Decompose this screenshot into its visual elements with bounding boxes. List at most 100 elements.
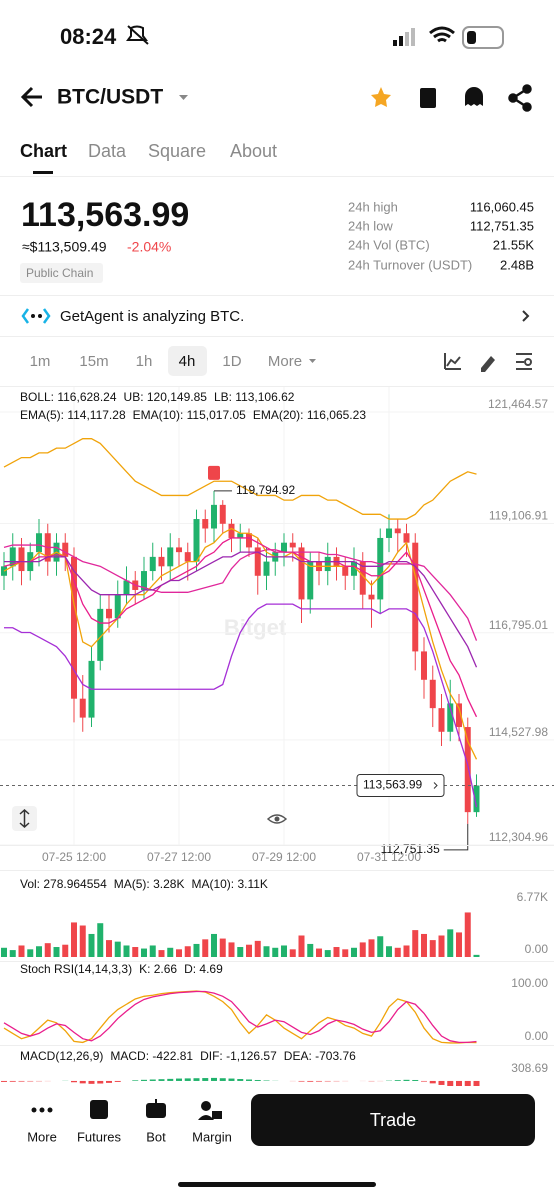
- notes-icon[interactable]: [420, 88, 436, 108]
- bar: [464, 912, 471, 957]
- legend-entry: EMA(10): 115,017.05: [133, 408, 247, 422]
- candle-body: [263, 561, 270, 576]
- indicator-icon[interactable]: [444, 353, 461, 370]
- eye-icon: [274, 816, 280, 822]
- candle-body: [176, 547, 182, 553]
- bar: [403, 1079, 410, 1081]
- bar: [447, 1080, 454, 1087]
- nav-item[interactable]: Bot: [146, 1129, 166, 1144]
- legend-entry: UB: 120,149.85: [124, 390, 208, 404]
- legend-entry: BOLL: 116,628.24: [20, 390, 117, 404]
- bar: [219, 938, 226, 957]
- bar: [211, 933, 217, 957]
- nav-item[interactable]: Margin: [192, 1129, 232, 1144]
- bar: [202, 939, 209, 957]
- bar: [464, 1080, 471, 1088]
- candle-body: [351, 561, 357, 576]
- y-tick-label: 0.00: [525, 942, 549, 956]
- battery: [462, 26, 504, 49]
- tab[interactable]: Data: [88, 141, 127, 161]
- divider: [0, 386, 554, 387]
- interval[interactable]: 1h: [136, 353, 153, 370]
- candle-body: [97, 608, 104, 661]
- clock: 08:24: [60, 24, 117, 49]
- divider: [0, 870, 554, 871]
- interval[interactable]: 1m: [30, 353, 51, 370]
- candle-body: [324, 556, 331, 572]
- candle-body: [438, 708, 445, 732]
- bar: [219, 1078, 226, 1081]
- bar: [193, 1078, 200, 1081]
- interval[interactable]: 4h: [179, 353, 196, 370]
- divider: [0, 1045, 554, 1046]
- bar: [18, 945, 25, 957]
- divider: [0, 961, 554, 962]
- y-tick-label: 308.69: [511, 1061, 548, 1075]
- interval[interactable]: 1D: [222, 353, 241, 370]
- bar: [44, 943, 51, 957]
- bar: [158, 950, 165, 957]
- candle-body: [394, 528, 401, 534]
- y-tick-label: 112,304.96: [489, 830, 548, 844]
- y-tick-label: 119,106.91: [489, 509, 548, 523]
- bar: [246, 944, 252, 957]
- last-price: 113,563.99: [21, 196, 189, 234]
- trade-button[interactable]: [251, 1094, 535, 1146]
- stat-label: 24h high: [348, 199, 398, 214]
- candle-body: [403, 533, 410, 543]
- tab[interactable]: Square: [148, 141, 206, 161]
- back-button[interactable]: [20, 86, 42, 108]
- settings-icon[interactable]: [524, 358, 532, 366]
- nav-item[interactable]: More: [27, 1129, 57, 1144]
- candle-body: [62, 542, 69, 557]
- tab[interactable]: Chart: [20, 141, 67, 161]
- candle-body: [464, 727, 471, 813]
- bar: [184, 1078, 191, 1081]
- bar: [176, 1078, 182, 1081]
- bar: [167, 1078, 174, 1081]
- legend-entry: Stoch RSI(14,14,3,3): [20, 962, 132, 976]
- divider: [0, 295, 554, 296]
- bar: [386, 946, 392, 957]
- stat-label: 24h low: [348, 218, 393, 233]
- legend-entry: Vol: 278.964554: [20, 877, 107, 891]
- more-caret[interactable]: [309, 359, 316, 363]
- interval[interactable]: 15m: [79, 353, 108, 370]
- candle-body: [149, 556, 156, 572]
- agent-icon[interactable]: [465, 87, 483, 106]
- share[interactable]: [508, 84, 532, 112]
- bar: [254, 940, 261, 957]
- favorite[interactable]: [371, 87, 391, 107]
- bar: [88, 1080, 95, 1084]
- stat-value: 21.55K: [493, 237, 535, 252]
- legend-entry: MACD(12,26,9): [20, 1049, 103, 1063]
- agent-banner[interactable]: GetAgent is analyzing BTC.: [21, 308, 530, 325]
- candle-body: [377, 537, 384, 600]
- settings-icon[interactable]: [516, 353, 532, 370]
- bar: [281, 945, 287, 957]
- tab-indicator: [33, 171, 53, 174]
- bar: [114, 1080, 121, 1082]
- pair-caret[interactable]: [179, 95, 188, 100]
- pair-title[interactable]: BTC/USDT: [57, 86, 163, 109]
- trade-label[interactable]: Trade: [370, 1110, 416, 1130]
- bar: [106, 1080, 112, 1083]
- bar: [202, 1078, 209, 1081]
- interval[interactable]: More: [268, 353, 302, 370]
- bar: [298, 935, 305, 957]
- draw-icon[interactable]: [481, 356, 495, 372]
- stats: 24h high 116,060.45 24h low 112,751.35 2…: [348, 199, 534, 272]
- bar: [9, 1080, 16, 1082]
- bar: [167, 947, 174, 957]
- agent-text: GetAgent is analyzing BTC.: [60, 308, 244, 325]
- eye-icon[interactable]: [266, 814, 288, 824]
- bar: [71, 1080, 77, 1083]
- home-indicator: [178, 1182, 376, 1187]
- agent-logo: [31, 314, 35, 318]
- nav-item[interactable]: Futures: [77, 1129, 122, 1144]
- battery-level: [467, 31, 476, 44]
- candle-body: [193, 519, 200, 562]
- y-tick-label: 6.77K: [517, 890, 548, 904]
- tab[interactable]: About: [230, 141, 277, 161]
